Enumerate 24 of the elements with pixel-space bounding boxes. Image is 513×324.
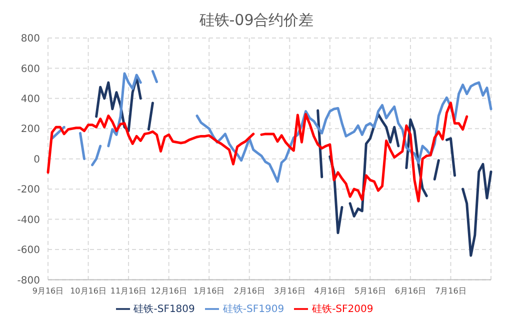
x-tick-label: 1月16日 — [193, 286, 225, 296]
y-tick-label: 400 — [20, 94, 40, 105]
y-tick-label: 0 — [34, 154, 40, 166]
chart-title: 硅铁-09合约价差 — [198, 10, 315, 31]
x-tick-label: 4月16日 — [314, 286, 346, 296]
y-tick-label: -200 — [17, 184, 40, 196]
legend-label: 硅铁-SF1809 — [134, 304, 195, 315]
x-tick-label: 9月16日 — [32, 286, 64, 296]
x-tick-label: 2月16日 — [234, 286, 266, 296]
y-tick-label: -800 — [17, 275, 40, 286]
legend-label: 硅铁-SF1909 — [222, 304, 284, 315]
x-tick-label: 7月16日 — [435, 286, 466, 296]
x-tick-label: 10月16日 — [70, 286, 106, 296]
x-tick-label: 6月16日 — [394, 286, 426, 296]
x-tick-label: 11月16日 — [110, 286, 147, 296]
y-tick-label: 200 — [20, 124, 40, 136]
x-tick-label: 5月16日 — [354, 286, 386, 296]
x-tick-label: 3月16日 — [274, 286, 306, 296]
y-tick-label: 800 — [20, 34, 40, 45]
y-tick-label: -600 — [17, 245, 40, 256]
x-tick-label: 12月16日 — [150, 286, 187, 296]
y-tick-label: 600 — [20, 64, 40, 75]
y-tick-label: -400 — [17, 214, 40, 226]
legend-label: 硅铁-SF2009 — [312, 304, 374, 315]
